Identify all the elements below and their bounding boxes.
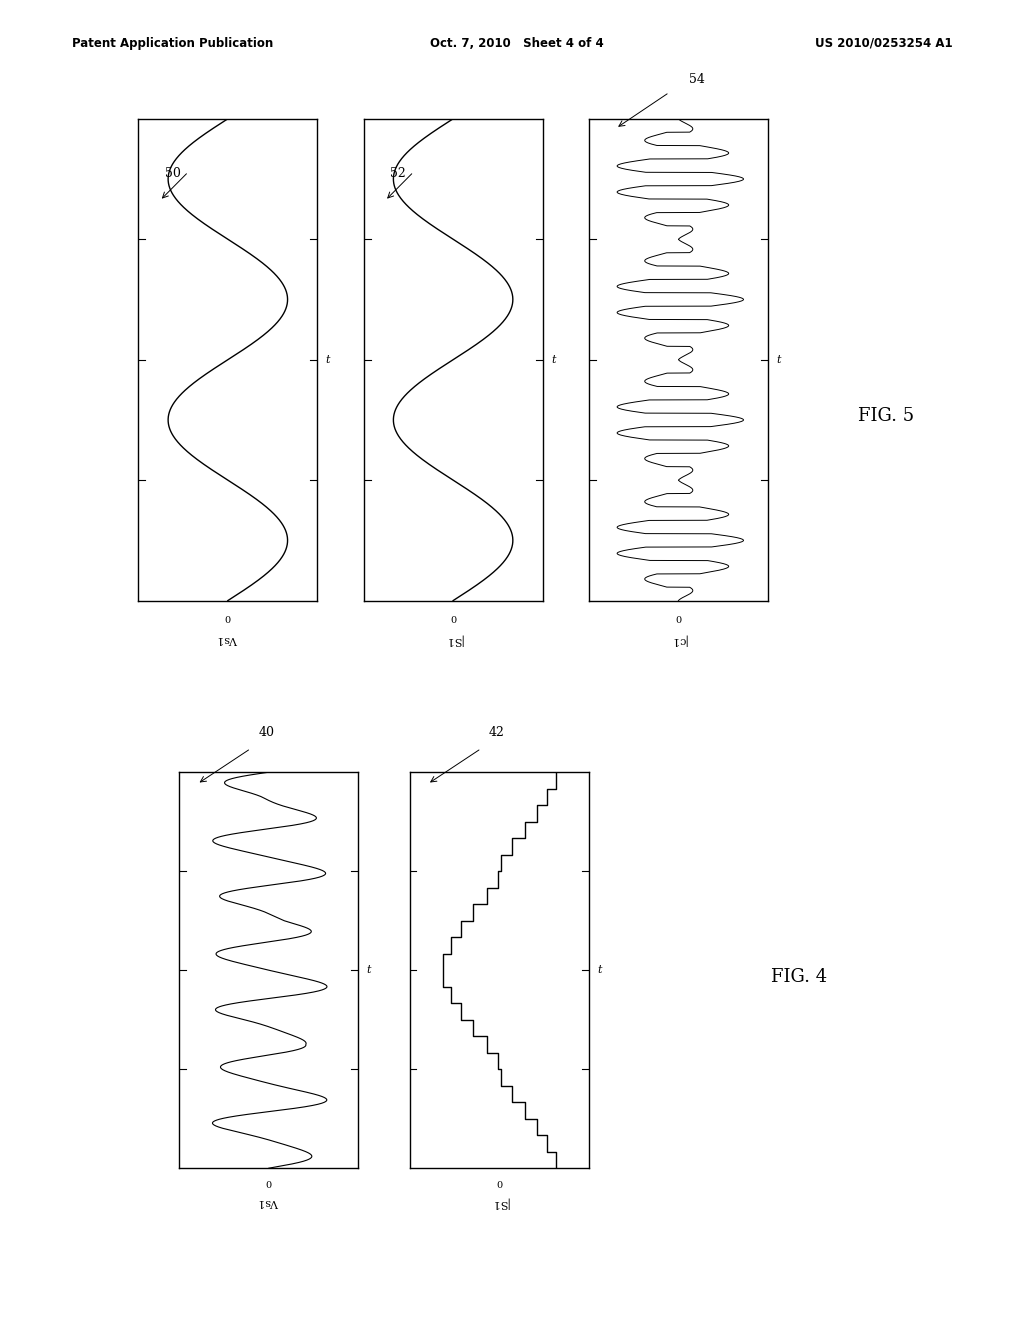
Text: FIG. 5: FIG. 5 [858,407,913,425]
Text: t: t [776,355,780,364]
Text: 42: 42 [489,726,505,739]
Text: 40: 40 [258,726,274,739]
Text: |S1: |S1 [490,1197,508,1209]
Text: FIG. 4: FIG. 4 [771,968,826,986]
Text: 0: 0 [225,616,230,626]
Text: |c1: |c1 [670,634,687,645]
Text: Patent Application Publication: Patent Application Publication [72,37,273,50]
Text: 0: 0 [676,616,681,626]
Text: 0: 0 [497,1181,502,1191]
Text: Vs1: Vs1 [217,634,239,644]
Text: t: t [326,355,330,364]
Text: 52: 52 [390,166,407,180]
Text: 54: 54 [688,73,705,86]
Text: t: t [367,965,371,975]
Text: Oct. 7, 2010   Sheet 4 of 4: Oct. 7, 2010 Sheet 4 of 4 [430,37,604,50]
Text: 50: 50 [165,166,181,180]
Text: t: t [551,355,555,364]
Text: 0: 0 [266,1181,271,1191]
Text: US 2010/0253254 A1: US 2010/0253254 A1 [815,37,952,50]
Text: Vs1: Vs1 [258,1197,280,1208]
Text: t: t [597,965,601,975]
Text: 0: 0 [451,616,456,626]
Text: |S1: |S1 [444,634,462,645]
